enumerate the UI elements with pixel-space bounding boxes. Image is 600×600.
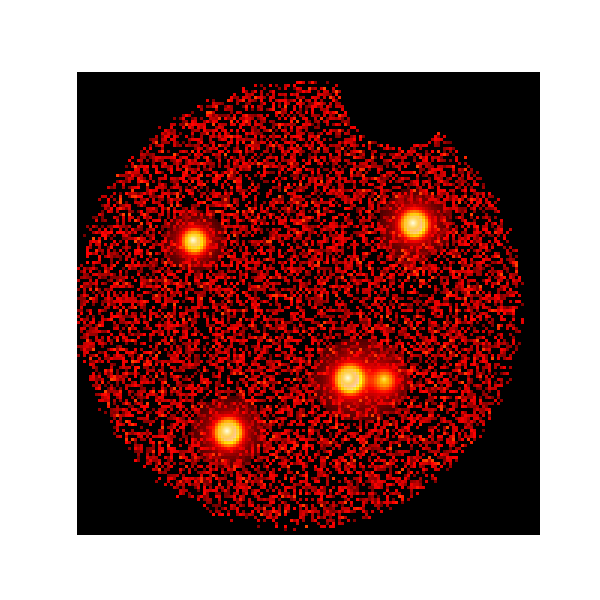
image-frame: [77, 72, 540, 535]
x-ray-heatmap-image: [77, 72, 540, 535]
